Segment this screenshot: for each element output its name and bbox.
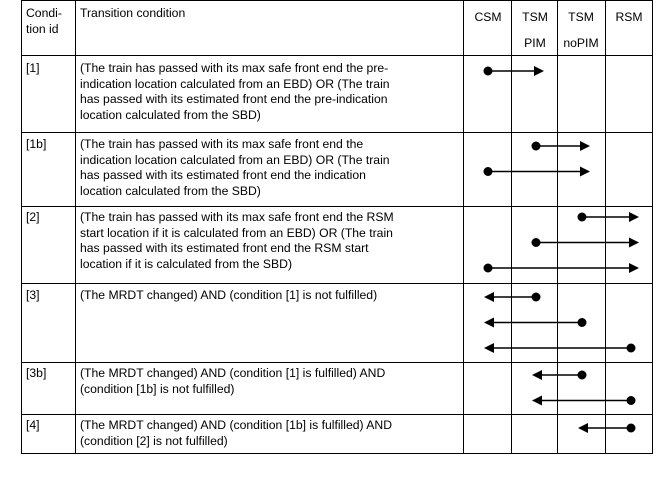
row-condition-3: (The MRDT changed) AND (condition [1] is… [80,288,378,302]
row-id-1b: [1b] [26,137,47,151]
header-mode-tsm-nopim: TSM noPIM [558,10,604,51]
transition-arrowhead [532,370,542,380]
transition-arrow-2-3 [483,263,639,273]
header-mode-tsm-pim-line1: TSM [522,10,548,24]
transition-origin-dot [531,141,541,151]
transition-arrow-3-1 [484,292,541,302]
header-mode-csm-line1: CSM [474,10,502,24]
transition-arrow-2-1 [577,212,639,222]
transition-arrow-1b-2 [483,166,590,177]
transition-arrow-3b-1 [532,370,587,380]
header-mode-tsm-nopim-line2: noPIM [563,35,599,50]
transition-arrowhead [629,263,639,273]
header-mode-csm: CSM [465,10,511,26]
transition-arrowhead [580,166,590,177]
transition-origin-dot [626,396,636,405]
transition-origin-dot [483,66,493,76]
transition-arrowhead [484,292,494,302]
transition-arrows [483,66,639,433]
transition-arrowhead [484,317,494,328]
row-condition-1: (The train has passed with its max safe … [80,61,390,122]
header-mode-rsm-line1: RSM [615,10,643,24]
transition-arrowhead [484,343,494,353]
transition-arrowhead [578,423,588,433]
row-condition-1b: (The train has passed with its max safe … [80,137,390,198]
transition-arrow-1-1 [483,66,544,76]
header-condition-id: Condi- tion id [26,6,62,36]
transition-arrowhead [629,212,639,222]
transition-origin-dot [626,423,636,433]
transition-origin-dot [577,318,587,327]
row-condition-4: (The MRDT changed) AND (condition [1b] i… [80,418,393,448]
header-mode-tsm-pim: TSM PIM [512,10,558,51]
row-condition-3b: (The MRDT changed) AND (condition [1] is… [80,366,386,396]
transition-origin-dot [626,343,636,353]
row-id-3: [3] [26,288,40,302]
transition-arrow-1b-1 [531,141,590,151]
transition-origin-dot [531,292,541,302]
header-transition-condition: Transition condition [80,6,186,20]
row-id-4: [4] [26,418,40,432]
row-id-2: [2] [26,210,40,224]
transition-origin-dot [577,370,587,380]
header-mode-tsm-pim-line2: PIM [524,35,546,50]
row-id-1: [1] [26,61,40,75]
transition-origin-dot [531,238,541,247]
transition-arrow-3b-2 [532,395,636,406]
transition-arrowhead [629,237,639,248]
transition-origin-dot [483,263,493,273]
transition-arrow-3-2 [484,317,587,328]
transition-arrowhead [532,395,542,406]
row-condition-2: (The train has passed with its max safe … [80,210,394,271]
row-id-3b: [3b] [26,366,47,380]
transition-arrowhead [534,66,544,76]
transition-arrowhead [580,141,590,151]
transition-arrow-4-1 [578,423,636,433]
header-mode-tsm-nopim-line1: TSM [568,10,594,24]
header-mode-rsm: RSM [606,10,652,26]
transition-origin-dot [577,212,587,222]
transition-origin-dot [483,167,493,176]
transition-arrow-2-2 [531,237,639,248]
transition-arrow-3-3 [484,343,636,353]
